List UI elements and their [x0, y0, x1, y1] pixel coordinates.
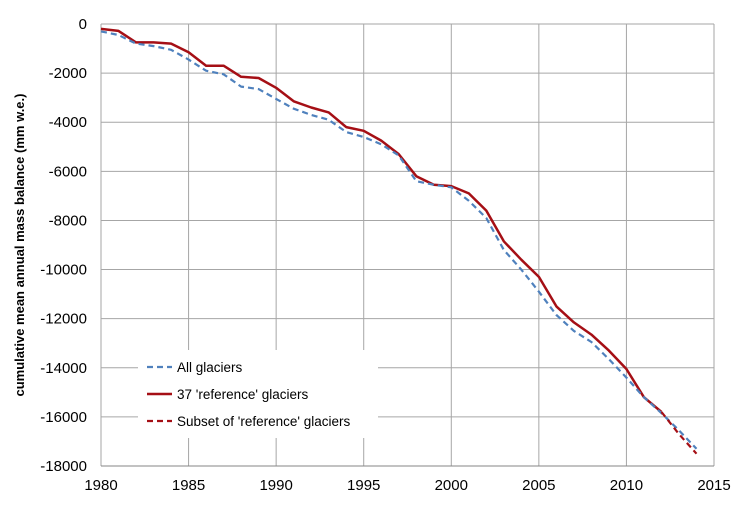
y-tick-label: -10000 [40, 262, 87, 279]
x-tick-label: 2000 [435, 477, 468, 494]
x-tick-label: 2010 [610, 477, 643, 494]
legend-label-reference-glaciers: 37 'reference' glaciers [177, 387, 308, 402]
x-tick-label: 1990 [259, 477, 292, 494]
series-layer [100, 27, 698, 455]
x-tick-label: 1985 [172, 477, 205, 494]
legend: All glaciers 37 'reference' glaciers Sub… [138, 350, 378, 438]
x-tick-label: 1980 [84, 477, 117, 494]
y-tick-label: -4000 [49, 114, 87, 131]
y-tick-label: -18000 [40, 458, 87, 475]
x-tick-label: 1995 [347, 477, 380, 494]
y-tick-label: -2000 [49, 65, 87, 82]
legend-box [138, 350, 378, 438]
y-tick-label: -6000 [49, 163, 87, 180]
x-tick-label: 2015 [697, 477, 730, 494]
series-all-glaciers-line [100, 30, 698, 450]
x-tick-label: 2005 [522, 477, 555, 494]
y-tick-label: -12000 [40, 311, 87, 328]
tick-labels: 0 -2000 -4000 -6000 -8000 -10000 -12000 -14000 -… [40, 16, 730, 494]
y-tick-label: -14000 [40, 360, 87, 377]
legend-label-subset-reference-glaciers: Subset of 'reference' glaciers [177, 414, 350, 429]
legend-label-all-glaciers: All glaciers [177, 360, 243, 375]
series-subset-reference-glaciers-line [660, 411, 698, 455]
series-reference-glaciers-line [100, 27, 663, 413]
y-tick-label: -8000 [49, 212, 87, 229]
y-tick-label: -16000 [40, 409, 87, 426]
y-axis-title: cumulative mean annual mass balance (mm … [12, 94, 27, 397]
y-tick-label: 0 [79, 16, 87, 33]
